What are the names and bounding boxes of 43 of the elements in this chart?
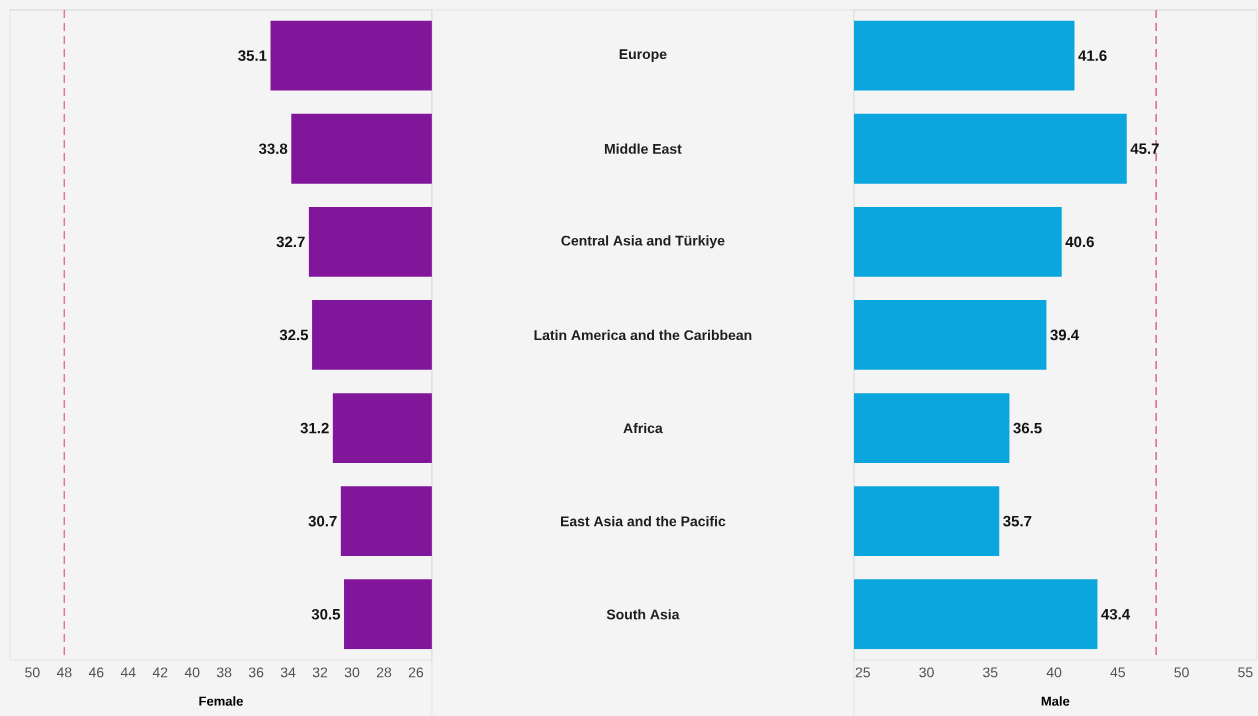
x-tick-label: 42 xyxy=(152,667,168,678)
x-axis-title: Female xyxy=(199,696,243,706)
x-tick-label: 25 xyxy=(855,667,870,678)
y-tick-label: Europe xyxy=(619,49,667,62)
x-tick-label: 32 xyxy=(312,667,328,678)
data-label: 43.4 xyxy=(1101,608,1131,620)
x-axis-title: Male xyxy=(1041,696,1070,706)
x-tick-label: 50 xyxy=(25,667,40,678)
x-tick-label: 50 xyxy=(1174,667,1189,678)
x-tick-label: 34 xyxy=(280,667,296,678)
x-tick-label: 44 xyxy=(120,667,136,678)
x-tick-label: 35 xyxy=(983,667,998,678)
data-label: 31.2 xyxy=(300,422,329,434)
x-tick-label: 46 xyxy=(88,667,104,678)
y-tick-label: South Asia xyxy=(606,609,680,620)
x-tick-label: 48 xyxy=(56,667,72,678)
data-label: 40.6 xyxy=(1065,236,1094,248)
data-label: 35.7 xyxy=(1003,515,1032,527)
data-label: 30.7 xyxy=(308,515,337,527)
data-label: 36.5 xyxy=(1013,422,1042,434)
data-label: 39.4 xyxy=(1050,329,1080,341)
data-label: 33.8 xyxy=(258,143,288,155)
x-tick-label: 28 xyxy=(376,667,392,678)
x-tick-label: 30 xyxy=(919,667,934,678)
x-tick-label: 26 xyxy=(408,667,424,678)
y-tick-label: Africa xyxy=(623,422,663,434)
x-tick-label: 40 xyxy=(1046,667,1062,678)
y-tick-label: Central Asia and Türkiye xyxy=(561,235,725,249)
x-tick-label: 36 xyxy=(248,667,264,678)
data-label: 35.1 xyxy=(238,50,267,61)
data-label: 41.6 xyxy=(1078,50,1107,61)
x-tick-label: 45 xyxy=(1110,667,1126,678)
x-tick-label: 55 xyxy=(1238,667,1253,678)
y-tick-label: Latin America and the Caribbean xyxy=(534,329,752,341)
x-tick-label: 40 xyxy=(184,667,200,678)
y-tick-label: Middle East xyxy=(604,143,682,154)
data-label: 45.7 xyxy=(1130,143,1159,154)
y-tick-label: East Asia and the Pacific xyxy=(560,515,726,527)
data-label: 30.5 xyxy=(311,608,341,620)
x-tick-label: 38 xyxy=(216,667,232,678)
data-label: 32.7 xyxy=(276,236,305,248)
x-tick-label: 30 xyxy=(344,667,360,678)
data-label: 32.5 xyxy=(279,329,309,341)
